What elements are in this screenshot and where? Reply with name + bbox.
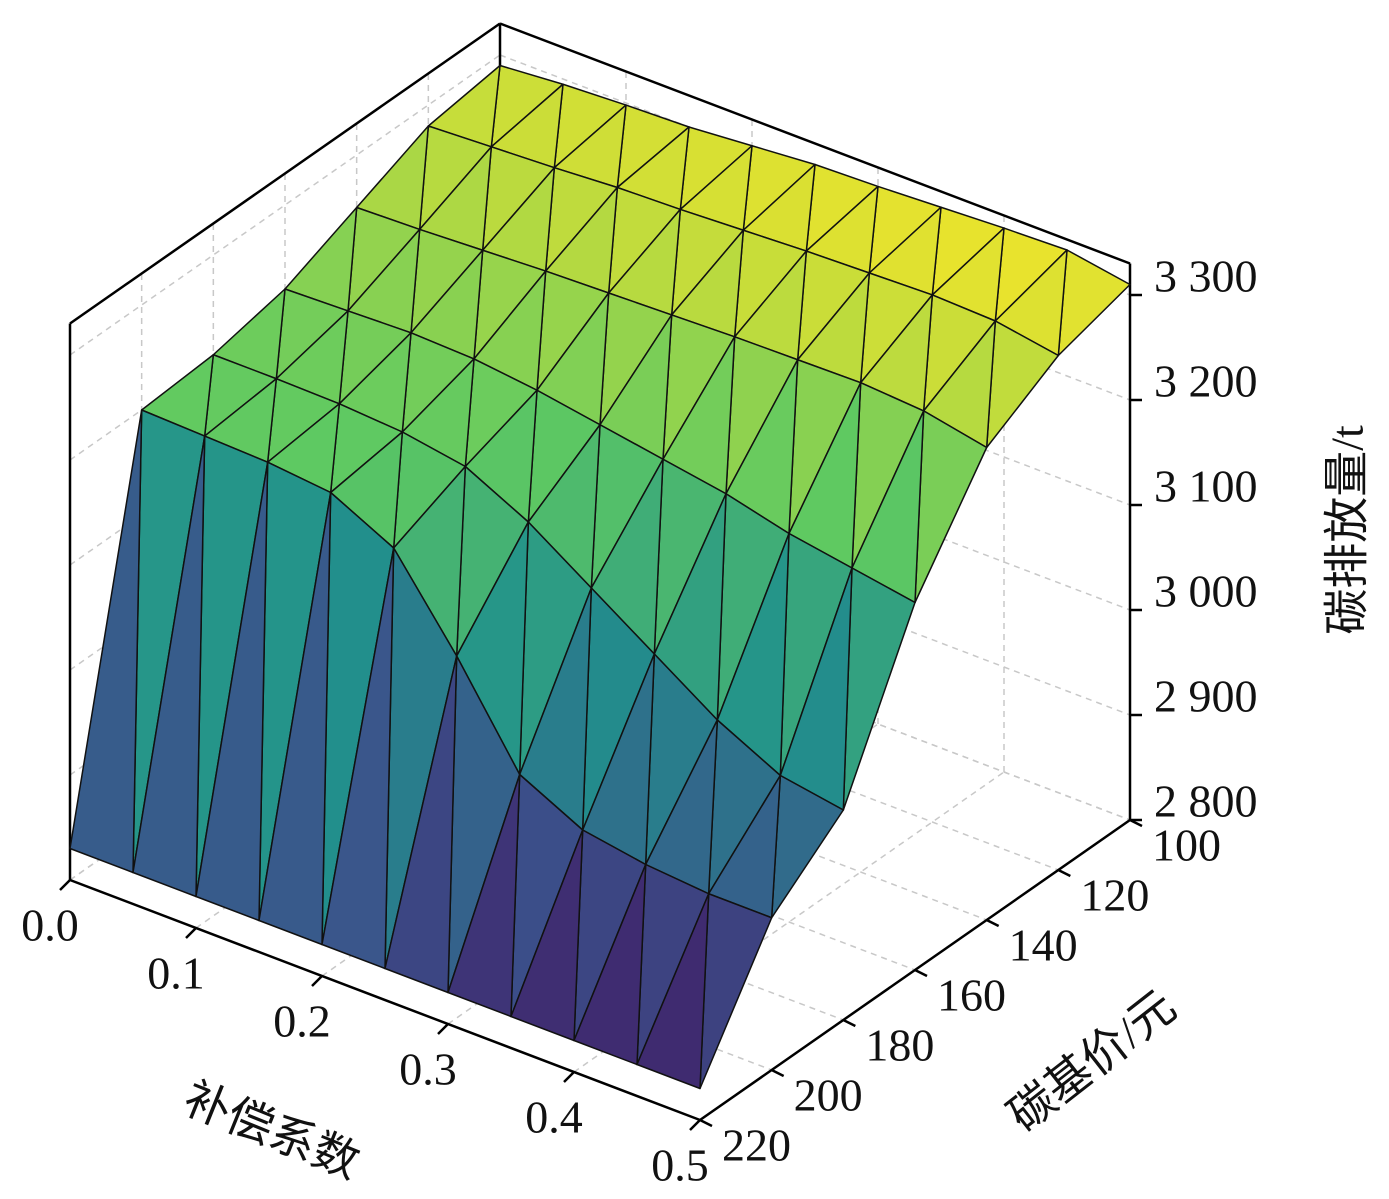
- axis-line: [69, 22, 501, 325]
- surface-face: [195, 461, 269, 922]
- tick-mark: [914, 968, 928, 978]
- axis-line: [69, 878, 701, 1122]
- tick-mark: [59, 879, 71, 891]
- y-tick-label: 120: [1080, 870, 1149, 921]
- x-tick-label: 0.4: [525, 1092, 583, 1143]
- tick-mark: [563, 1071, 575, 1083]
- surface-face: [384, 655, 458, 994]
- z-tick-label: 3 300: [1154, 251, 1258, 302]
- x-tick-label: 0.5: [651, 1140, 709, 1191]
- surface-face: [132, 435, 206, 898]
- surface-face: [321, 547, 395, 970]
- surface-face: [510, 829, 584, 1042]
- z-tick-label: 3 200: [1154, 356, 1258, 407]
- z-tick-label: 2 800: [1154, 776, 1258, 827]
- tick-mark: [842, 1018, 856, 1028]
- tick-mark: [437, 1023, 449, 1035]
- x-axis-label: 补偿系数: [177, 1072, 367, 1188]
- y-tick-label: 220: [722, 1120, 791, 1171]
- y-tick-label: 160: [937, 970, 1006, 1021]
- tick-mark: [986, 918, 1000, 928]
- z-axis-label: 碳排放量/t: [1322, 425, 1373, 635]
- surface-face: [573, 863, 647, 1066]
- tick-mark: [699, 1118, 713, 1128]
- surface-face: [258, 491, 332, 946]
- tick-mark: [771, 1068, 785, 1078]
- surface-face: [842, 567, 916, 811]
- tick-mark: [689, 1119, 701, 1131]
- surface-face: [447, 773, 521, 1018]
- z-tick-label: 3 100: [1154, 461, 1258, 512]
- tick-mark: [185, 927, 197, 939]
- z-tick-label: 2 900: [1154, 671, 1258, 722]
- x-tick-label: 0.3: [399, 1044, 457, 1095]
- axis-line: [499, 22, 1131, 265]
- y-tick-label: 100: [1152, 820, 1221, 871]
- surface-face: [1057, 249, 1131, 357]
- x-tick-label: 0.2: [273, 996, 331, 1047]
- y-tick-label: 180: [865, 1020, 934, 1071]
- x-tick-label: 0.1: [147, 948, 205, 999]
- z-tick-label: 3 000: [1154, 566, 1258, 617]
- tick-mark: [311, 975, 323, 987]
- surface-face: [699, 893, 773, 1090]
- y-axis-label: 碳基价/元: [999, 980, 1185, 1141]
- tick-mark: [1057, 868, 1071, 878]
- x-tick-label: 0.0: [21, 900, 79, 951]
- surface-face: [636, 893, 710, 1090]
- y-tick-label: 140: [1009, 920, 1078, 971]
- y-tick-label: 200: [794, 1070, 863, 1121]
- surface-face: [69, 409, 143, 874]
